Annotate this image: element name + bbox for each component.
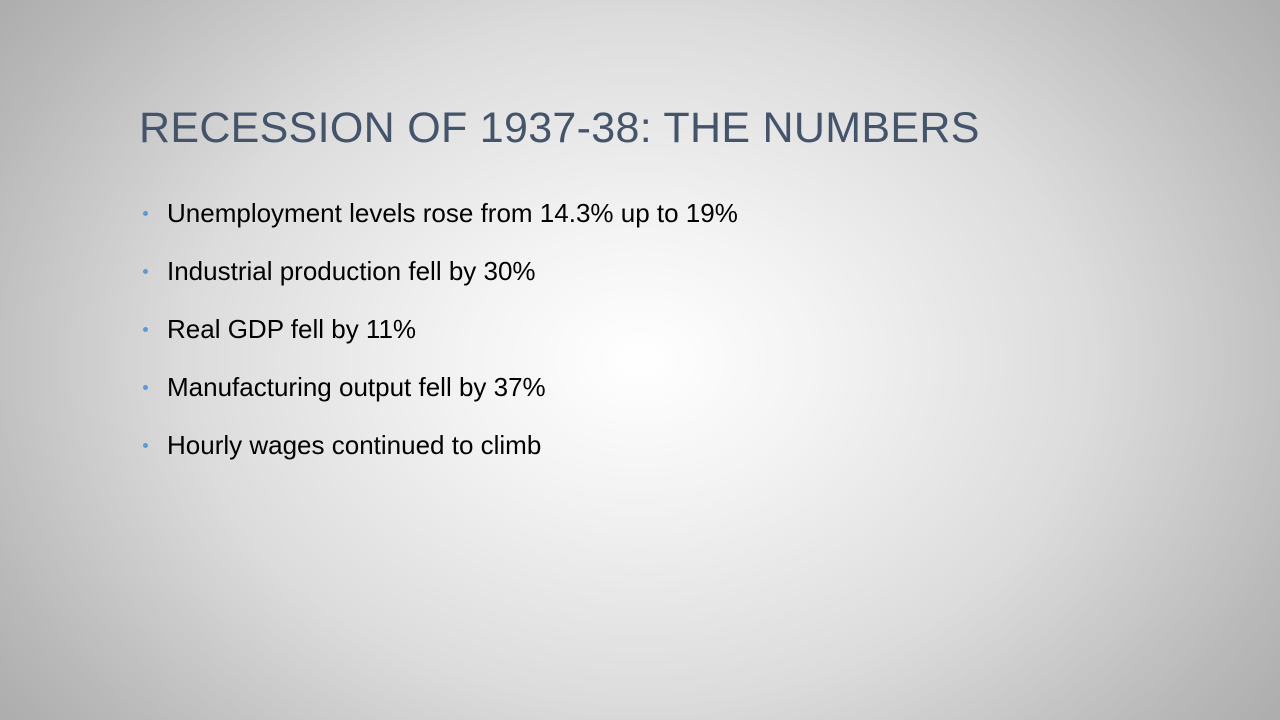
bullet-dot-icon <box>143 385 148 390</box>
list-item: Hourly wages continued to climb <box>143 427 738 485</box>
bullet-text: Industrial production fell by 30% <box>167 256 536 286</box>
bullet-dot-icon <box>143 269 148 274</box>
bullet-text: Unemployment levels rose from 14.3% up t… <box>167 198 738 228</box>
list-item: Industrial production fell by 30% <box>143 253 738 311</box>
bullet-text: Hourly wages continued to climb <box>167 430 542 460</box>
list-item: Manufacturing output fell by 37% <box>143 369 738 427</box>
slide-title: RECESSION OF 1937-38: THE NUMBERS <box>139 104 980 152</box>
bullet-dot-icon <box>143 443 148 448</box>
bullet-dot-icon <box>143 327 148 332</box>
bullet-text: Real GDP fell by 11% <box>167 314 417 344</box>
bullet-dot-icon <box>143 211 148 216</box>
list-item: Real GDP fell by 11% <box>143 311 738 369</box>
list-item: Unemployment levels rose from 14.3% up t… <box>143 195 738 253</box>
bullet-text: Manufacturing output fell by 37% <box>167 372 546 402</box>
bullet-list: Unemployment levels rose from 14.3% up t… <box>143 195 738 485</box>
